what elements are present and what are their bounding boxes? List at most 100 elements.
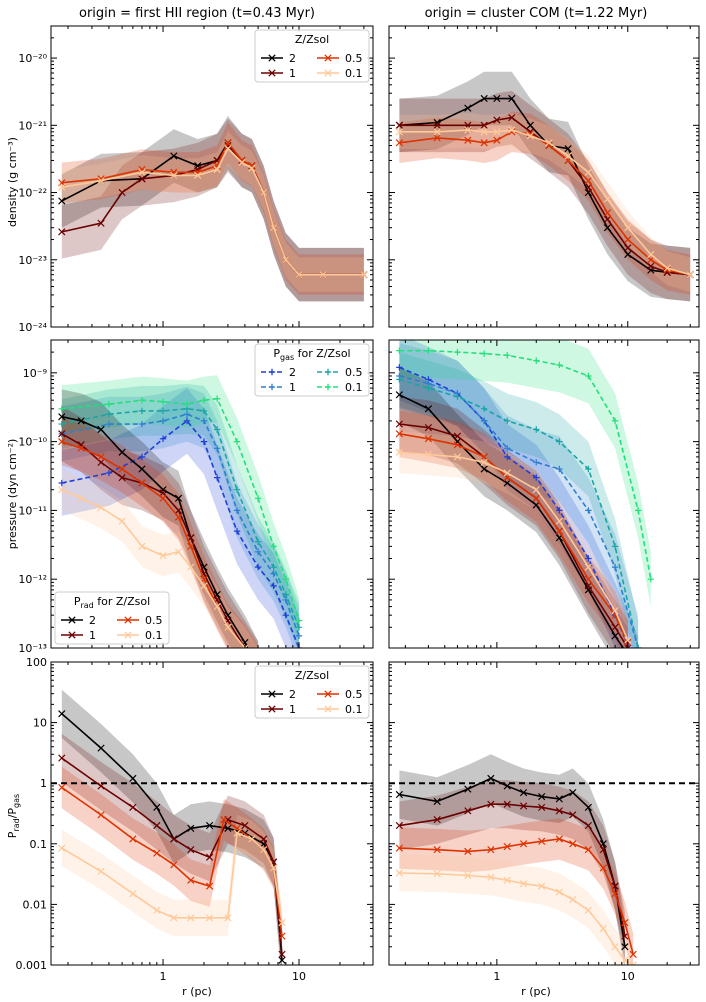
marker-Z01 [97,177,105,185]
axes-frame [388,339,700,649]
marker-Z1 [153,821,161,830]
marker-G2 [504,453,511,461]
marker-G05 [270,563,277,571]
band-Z01 [61,131,364,292]
marker-Z1 [395,821,403,830]
legend-marker-Z2 [68,616,76,624]
x-tick-label: 1 [160,970,167,983]
marker-Z2 [503,782,511,790]
marker-Z05 [480,453,488,461]
legend-label-Z1: 1 [289,703,296,716]
x-tick-label: 10 [621,970,635,983]
marker-Z01 [487,873,495,881]
marker-G1 [213,445,221,452]
marker-G05 [504,417,511,425]
marker-Z01 [569,895,577,904]
marker-Z1 [58,754,66,762]
marker-Z2 [395,790,403,799]
legend-marker-Z1 [268,705,276,713]
legend-label-Z2: 2 [289,52,296,65]
legend-title: Z/Zsol [295,33,329,46]
marker-G2 [396,364,403,371]
marker-Z1 [159,489,167,497]
marker-Z01 [464,126,472,134]
line-G1 [61,413,300,637]
marker-Z01 [624,224,632,232]
marker-Z01 [526,132,534,140]
legend: Prad for Z/Zsol 2 1 0.5 0.1 [54,591,170,645]
marker-Z05 [205,882,214,890]
marker-Z01 [599,924,607,933]
marker-Z05 [238,156,246,165]
band-Z05 [399,111,691,295]
marker-Z05 [584,177,592,185]
marker-Z01 [260,188,268,197]
marker-Z01 [538,882,546,890]
marker-Z05 [424,435,433,443]
line-Z05 [399,838,634,955]
panel-r1c1 [388,339,700,649]
marker-Z2 [138,465,146,473]
marker-G01 [396,347,403,354]
marker-Z2 [487,774,495,783]
marker-G05 [556,438,563,445]
marker-Z1 [624,244,632,252]
legend-marker-Z1 [268,69,276,77]
marker-Z1 [555,807,563,815]
marker-Z05 [532,494,540,502]
marker-G05 [533,426,540,433]
marker-Z2 [174,494,183,502]
marker-G2 [233,527,241,535]
line-G1 [399,375,639,648]
marker-G2 [213,474,221,481]
marker-Z05 [220,816,228,824]
legend-marker-G01 [324,383,332,391]
marker-Z1 [97,219,105,227]
marker-Z1 [395,121,403,129]
line-Z1 [61,757,283,955]
axes-frame [50,339,374,649]
marker-G1 [295,632,303,640]
line-Z01 [399,451,629,641]
marker-Z01 [584,906,592,914]
line-Z05 [399,433,629,643]
band-Z01 [399,854,634,965]
marker-G2 [200,438,208,445]
marker-Z05 [58,783,66,792]
band-G01 [399,340,651,607]
line-G05 [61,407,300,628]
marker-Z1 [503,800,511,808]
marker-Z01 [493,128,501,136]
marker-Z01 [629,961,637,965]
marker-G1 [611,563,619,571]
band-Z2 [399,754,625,965]
marker-Z05 [611,890,619,898]
band-Z05 [399,410,628,648]
marker-G01 [480,350,488,357]
marker-Z1 [187,846,195,854]
xlabel-right: r (pc) [521,985,551,998]
marker-Z01 [395,128,403,136]
panel-r1c0: 10⁻¹³ 10⁻¹² 10⁻¹¹ 10⁻¹⁰ 10⁻⁹ Prad for Z/Zsol 2… [18,339,374,655]
marker-Z2 [97,425,105,434]
y-tick-label: 10⁻²¹ [18,119,47,132]
marker-G01 [213,395,221,402]
marker-Z05 [170,861,178,869]
marker-Z2 [603,224,612,232]
marker-Z01 [194,171,202,180]
marker-Z05 [464,136,472,144]
marker-G05 [396,376,403,383]
marker-Z1 [584,821,592,830]
y-tick-label: 100 [26,656,47,669]
marker-Z01 [603,195,612,203]
legend-label-Z2: 2 [89,614,96,627]
legend-label-Z01: 0.1 [145,629,163,642]
marker-G05 [138,407,146,415]
plot-area [58,375,303,648]
marker-Z1 [58,228,66,236]
marker-G01 [254,495,262,502]
marker-Z1 [97,782,105,790]
legend-frame [254,29,370,83]
marker-Z05 [647,256,655,264]
legend-marker-Z05 [324,54,332,62]
